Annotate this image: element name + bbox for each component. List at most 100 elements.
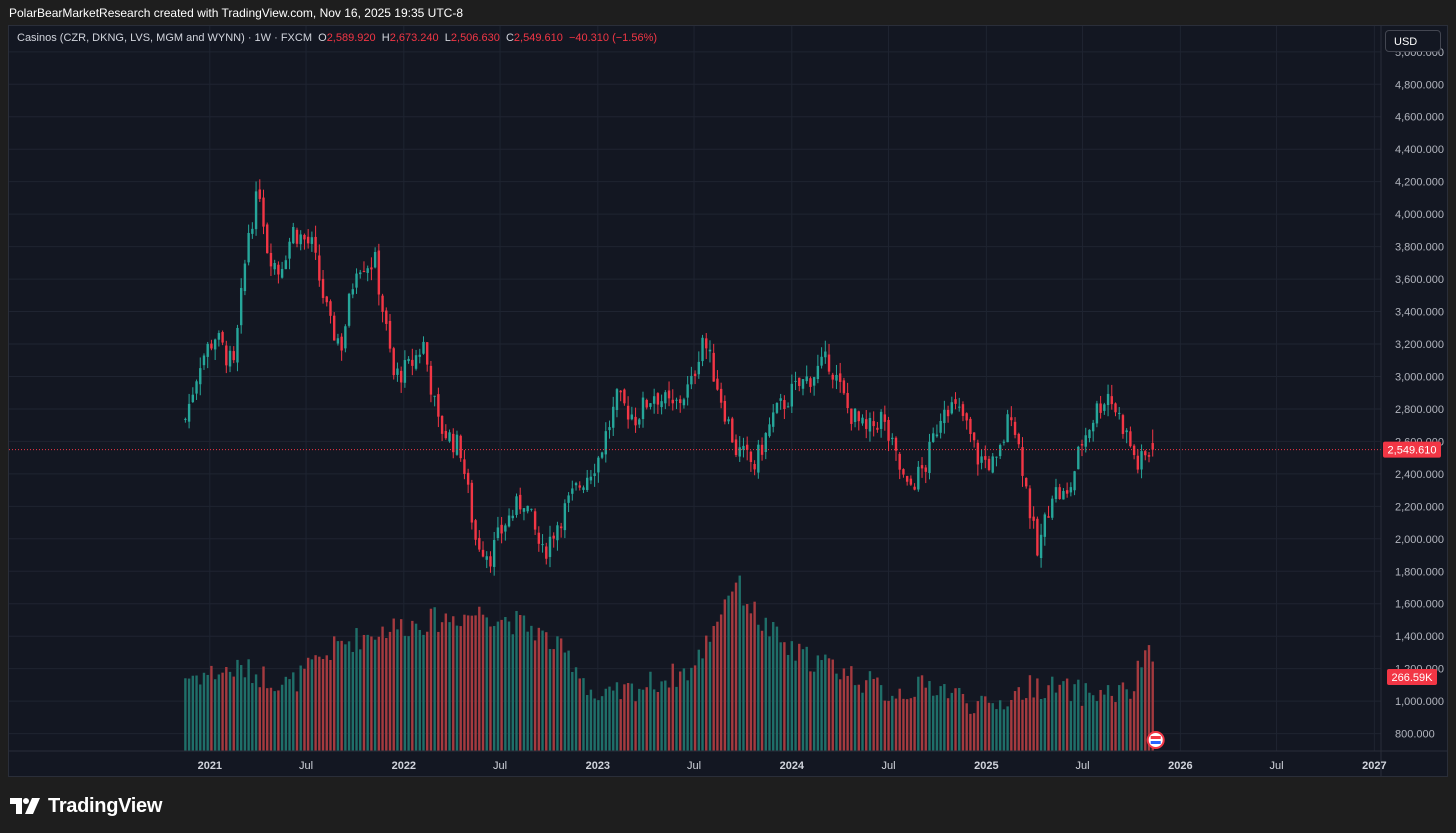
volume-bar	[641, 689, 645, 751]
candle-body	[225, 345, 228, 366]
candle-body	[1099, 403, 1102, 413]
volume-bar	[225, 667, 228, 751]
candle-body	[571, 488, 574, 494]
candle-body	[1121, 415, 1125, 434]
candle-body	[861, 417, 864, 424]
us-flag-icon	[1146, 731, 1165, 749]
candle-body	[786, 406, 790, 408]
candle-body	[783, 400, 786, 410]
volume-bar	[243, 677, 247, 751]
volume-bar	[838, 679, 842, 751]
volume-bar	[816, 655, 820, 751]
volume-bar	[667, 687, 671, 751]
volume-bar	[202, 672, 206, 751]
volume-bar	[251, 683, 254, 751]
volume-bar	[608, 686, 611, 751]
candle-body	[723, 400, 727, 422]
candle-body	[254, 191, 258, 230]
price-chart[interactable]: 800.0001,000.0001,200.0001,400.0001,600.…	[9, 26, 1447, 776]
volume-bar	[950, 692, 954, 751]
candle-body	[630, 414, 634, 420]
candle-body	[1062, 491, 1065, 500]
volume-bar	[247, 659, 250, 751]
volume-bar	[831, 659, 834, 751]
volume-bar	[656, 692, 660, 751]
candle-body	[217, 333, 221, 340]
volume-bar	[269, 687, 273, 751]
candle-body	[738, 447, 741, 457]
volume-bar	[976, 701, 980, 751]
price-tick-label: 3,800.000	[1395, 242, 1444, 254]
volume-bar	[273, 691, 276, 751]
volume-bar	[753, 601, 756, 751]
volume-bar	[798, 643, 801, 751]
candle-body	[600, 452, 604, 458]
volume-bar	[370, 636, 373, 751]
volume-bar	[232, 676, 235, 751]
volume-bar	[574, 667, 578, 751]
candle-body	[984, 456, 987, 460]
candle-body	[426, 342, 429, 365]
candle-body	[574, 483, 578, 486]
candle-body	[1028, 488, 1032, 519]
candle-body	[280, 268, 284, 278]
price-tick-label: 4,200.000	[1395, 177, 1444, 189]
candle-body	[459, 435, 462, 459]
volume-bar	[1110, 695, 1113, 751]
price-axis: 800.0001,000.0001,200.0001,400.0001,600.…	[1380, 26, 1444, 776]
candle-body	[392, 348, 395, 376]
volume-bar	[805, 646, 808, 751]
volume-bar	[567, 650, 570, 751]
volume-bar	[481, 614, 485, 751]
volume-bar	[861, 692, 864, 751]
candle-body	[604, 431, 607, 455]
candle-body	[701, 337, 704, 362]
volume-bar	[760, 630, 764, 751]
volume-bar	[1121, 682, 1125, 751]
candle-body	[697, 361, 701, 375]
candle-body	[515, 496, 518, 515]
candle-body	[638, 419, 641, 425]
candle-body	[1077, 446, 1080, 470]
candle-body	[519, 494, 522, 510]
volume-bar	[697, 649, 701, 751]
volume-bar	[894, 698, 898, 751]
grid-lines	[9, 26, 1381, 751]
volume-bar	[902, 698, 905, 751]
candle-body	[1144, 451, 1147, 456]
price-tick-label: 1,400.000	[1395, 631, 1444, 643]
candle-body	[530, 508, 533, 510]
currency-button[interactable]: USD	[1385, 30, 1441, 52]
volume-bar	[652, 689, 656, 751]
candle-body	[1058, 487, 1061, 500]
candle-body	[824, 351, 827, 358]
price-tick-label: 800.000	[1395, 729, 1435, 741]
candle-body	[526, 505, 529, 512]
candle-body	[868, 417, 872, 432]
candle-body	[1110, 396, 1113, 405]
volume-bar	[556, 636, 559, 751]
candle-body	[790, 383, 794, 407]
candle-body	[511, 515, 514, 519]
candle-body	[228, 350, 232, 367]
candle-body	[667, 390, 671, 399]
volume-bar	[318, 656, 321, 751]
candle-body	[292, 226, 295, 244]
candle-body	[333, 315, 336, 341]
candle-body	[708, 349, 712, 352]
volume-bar	[812, 671, 816, 751]
volume-bar	[913, 696, 916, 751]
candle-body	[440, 415, 444, 434]
volume-bar	[1065, 678, 1069, 751]
candle-body	[1103, 404, 1106, 411]
candle-body	[872, 421, 875, 427]
volume-bar	[582, 678, 585, 751]
volume-bar	[883, 700, 887, 751]
volume-bar	[682, 668, 686, 751]
chart-panel[interactable]: 800.0001,000.0001,200.0001,400.0001,600.…	[8, 25, 1448, 777]
volume-bar	[1006, 706, 1009, 751]
volume-bar	[924, 687, 927, 751]
volume-bar	[399, 619, 403, 751]
candle-body	[1080, 444, 1084, 446]
candle-body	[221, 332, 224, 343]
